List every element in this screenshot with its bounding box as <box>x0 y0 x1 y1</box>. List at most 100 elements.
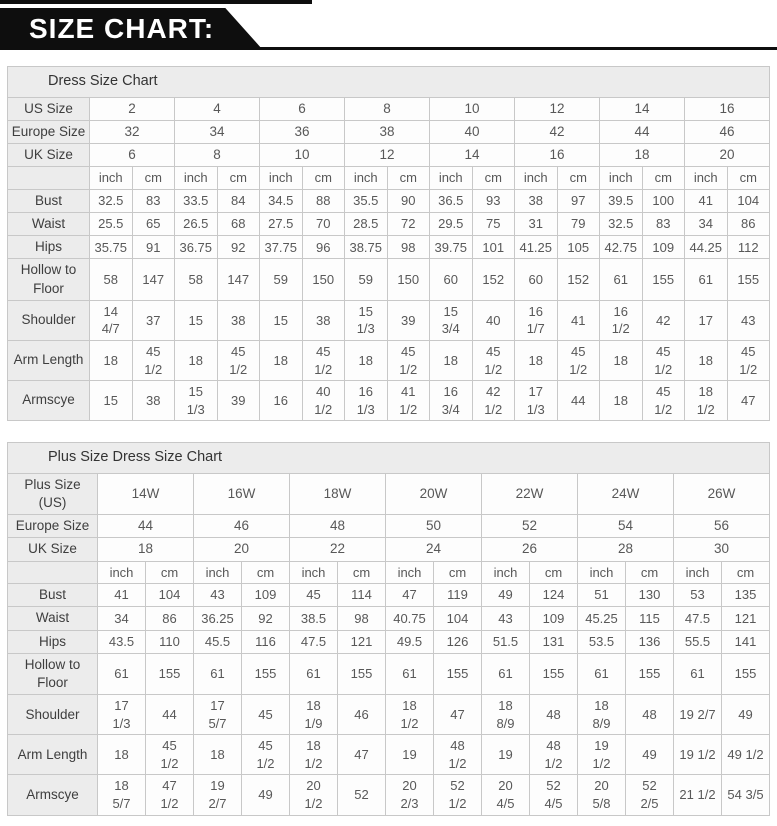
value-cell: 61 <box>289 652 338 696</box>
measure-row: Hollow to Floor 61 155 61 155 61 155 61 155 61 155… <box>7 652 770 696</box>
value-cell: 41.25 <box>514 235 558 260</box>
value-cell: 35.75 <box>89 235 133 260</box>
value-cell: 61 <box>684 258 728 301</box>
size-cell: 56 <box>673 514 770 539</box>
size-cell: 44 <box>97 514 194 539</box>
value-cell: 20 1/2 <box>289 774 338 816</box>
value-cell: 19 2/7 <box>673 694 722 736</box>
value-cell: 39.5 <box>599 188 643 213</box>
size-cell: 46 <box>193 514 290 539</box>
value-cell: 49 <box>481 583 530 608</box>
value-cell: 42 <box>641 299 685 341</box>
value-cell: 45 1/2 <box>641 339 685 382</box>
value-cell: 18 5/7 <box>97 774 146 816</box>
value-cell: 18 <box>193 734 242 776</box>
value-cell: 15 <box>89 380 133 422</box>
units-row: inch cm inch cm inch cm inch cm inch cm inch cm inch… <box>7 166 770 190</box>
size-cell: 12 <box>344 142 430 168</box>
table-title-row: Dress Size Chart <box>7 66 770 98</box>
value-cell: 18 1/2 <box>289 734 338 776</box>
unit-cell: cm <box>386 166 430 190</box>
size-cell: 52 <box>481 514 578 539</box>
row-label: Bust <box>7 583 98 608</box>
size-cell: 6 <box>89 142 175 168</box>
value-cell: 93 <box>471 188 515 213</box>
unit-cell: inch <box>385 560 434 585</box>
unit-cell: cm <box>337 560 386 585</box>
value-cell: 41 <box>684 188 728 213</box>
value-cell: 42.75 <box>599 235 643 260</box>
row-label: Waist <box>7 606 98 631</box>
unit-cell: inch <box>514 166 558 190</box>
measure-row: Hollow to Floor 58 147 58 147 59 150 59 150 60 152… <box>7 258 770 301</box>
value-cell: 59 <box>259 258 303 301</box>
value-cell: 114 <box>337 583 386 608</box>
value-cell: 44 <box>556 380 600 422</box>
value-cell: 98 <box>386 235 430 260</box>
value-cell: 41 1/2 <box>386 380 430 422</box>
value-cell: 54 3/5 <box>721 774 770 816</box>
value-cell: 16 3/4 <box>429 380 473 422</box>
value-cell: 155 <box>433 652 482 696</box>
value-cell: 18 1/2 <box>684 380 728 422</box>
value-cell: 60 <box>429 258 473 301</box>
size-cell: 22W <box>481 472 578 516</box>
value-cell: 19 1/2 <box>577 734 626 776</box>
size-cell: 18W <box>289 472 386 516</box>
row-label: Hollow to Floor <box>7 652 98 696</box>
unit-cell: cm <box>216 166 260 190</box>
size-row: UK Size 6 8 10 12 14 16 18 20 <box>7 142 770 168</box>
row-label: Hips <box>7 629 98 654</box>
unit-cell: inch <box>97 560 146 585</box>
value-cell: 115 <box>625 606 674 631</box>
measure-row: Hips 35.75 91 36.75 92 37.75 96 38.75 98 39.75 101… <box>7 235 770 260</box>
size-cell: 44 <box>599 119 685 145</box>
value-cell: 17 1/3 <box>97 694 146 736</box>
value-cell: 53.5 <box>577 629 626 654</box>
size-cell: 20W <box>385 472 482 516</box>
value-cell: 49 1/2 <box>721 734 770 776</box>
unit-cell: cm <box>433 560 482 585</box>
value-cell: 17 5/7 <box>193 694 242 736</box>
size-cell: 2 <box>89 96 175 121</box>
measure-row: Hips 43.5 110 45.5 116 47.5 121 49.5 126 51.5 131 5… <box>7 629 770 654</box>
value-cell: 38 <box>301 299 345 341</box>
size-chart-header: SIZE CHART: <box>0 0 777 58</box>
value-cell: 61 <box>385 652 434 696</box>
unit-cell: inch <box>577 560 626 585</box>
value-cell: 155 <box>641 258 685 301</box>
value-cell: 92 <box>216 235 260 260</box>
value-cell: 19 2/7 <box>193 774 242 816</box>
table-title: Dress Size Chart <box>7 66 770 98</box>
value-cell: 44.25 <box>684 235 728 260</box>
value-cell: 43.5 <box>97 629 146 654</box>
value-cell: 150 <box>301 258 345 301</box>
unit-cell: inch <box>344 166 388 190</box>
size-cell: 38 <box>344 119 430 145</box>
value-cell: 45 1/2 <box>131 339 175 382</box>
value-cell: 124 <box>529 583 578 608</box>
value-cell: 86 <box>145 606 194 631</box>
value-cell: 45 1/2 <box>145 734 194 776</box>
value-cell: 20 5/8 <box>577 774 626 816</box>
unit-cell: inch <box>684 166 728 190</box>
value-cell: 18 <box>684 339 728 382</box>
value-cell: 47 <box>726 380 770 422</box>
value-cell: 97 <box>556 188 600 213</box>
unit-cell: cm <box>721 560 770 585</box>
value-cell: 47 <box>433 694 482 736</box>
value-cell: 15 1/3 <box>174 380 218 422</box>
value-cell: 49.5 <box>385 629 434 654</box>
value-cell: 60 <box>514 258 558 301</box>
row-label: Hollow to Floor <box>7 258 90 301</box>
value-cell: 47 <box>385 583 434 608</box>
size-cell: 54 <box>577 514 674 539</box>
unit-cell: inch <box>89 166 133 190</box>
value-cell: 155 <box>721 652 770 696</box>
size-cell: 24W <box>577 472 674 516</box>
value-cell: 41 <box>556 299 600 341</box>
value-cell: 45 1/2 <box>471 339 515 382</box>
value-cell: 37 <box>131 299 175 341</box>
size-cell: 18 <box>599 142 685 168</box>
row-label: Waist <box>7 211 90 237</box>
